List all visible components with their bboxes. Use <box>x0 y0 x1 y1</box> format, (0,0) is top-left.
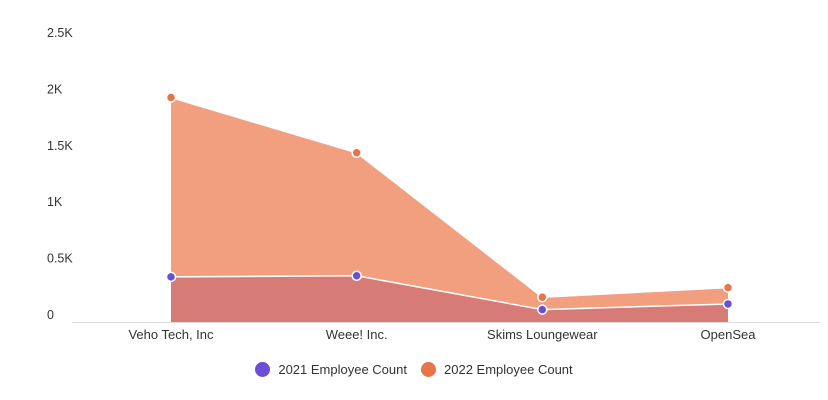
data-point-1-1[interactable] <box>351 147 362 159</box>
x-tick-label: OpenSea <box>701 327 757 342</box>
legend-item-2022[interactable]: 2022 Employee Count <box>421 362 573 377</box>
series-line-0 <box>170 275 729 311</box>
legend-label-2021: 2021 Employee Count <box>278 362 407 377</box>
y-tick-label: 0 <box>47 308 54 322</box>
legend-swatch-2022 <box>421 362 436 377</box>
y-tick-label: 1K <box>47 195 63 209</box>
area-chart-svg: 0 0.5K 1K 1.5K 2K 2.5K Veho Tech, Inc Weee! Inc… <box>47 26 820 342</box>
legend: 2021 Employee Count 2022 Employee Count <box>0 362 828 377</box>
y-tick-label: 2.5K <box>47 26 73 40</box>
data-point-0-1[interactable] <box>351 270 362 282</box>
y-tick-label: 1.5K <box>47 139 73 153</box>
x-tick-label: Weee! Inc. <box>326 327 388 342</box>
data-point-1-3[interactable] <box>722 282 734 293</box>
data-point-0-2[interactable] <box>537 304 548 315</box>
data-point-0-3[interactable] <box>722 298 734 310</box>
legend-label-2022: 2022 Employee Count <box>444 362 573 377</box>
data-point-0-0[interactable] <box>165 271 177 283</box>
x-tick-label: Veho Tech, Inc <box>128 327 214 342</box>
series-line-1 <box>170 96 729 298</box>
data-point-1-2[interactable] <box>537 291 548 303</box>
legend-swatch-2021 <box>255 362 271 377</box>
legend-item-2021[interactable]: 2021 Employee Count <box>255 362 407 377</box>
x-tick-label: Skims Loungewear <box>487 327 598 342</box>
data-point-1-0[interactable] <box>165 92 177 103</box>
y-tick-label: 2K <box>47 82 63 96</box>
series-area-0 <box>171 275 728 322</box>
y-tick-label: 0.5K <box>47 252 73 266</box>
series-area-1 <box>171 97 728 322</box>
